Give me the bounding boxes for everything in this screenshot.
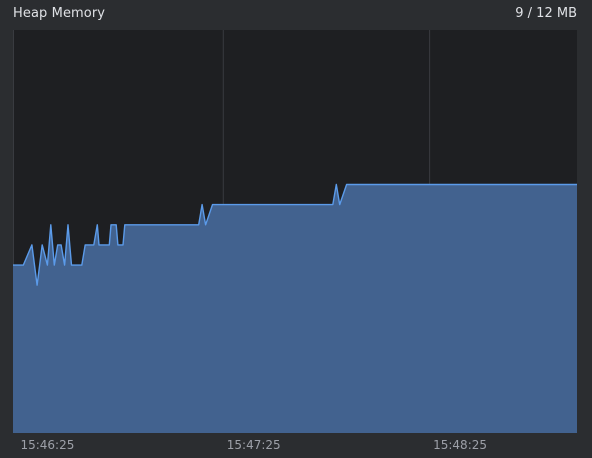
x-tick-label: 15:48:25 xyxy=(433,438,487,452)
panel-title: Heap Memory xyxy=(13,6,106,21)
x-tick-label: 15:47:25 xyxy=(227,438,281,452)
heap-usage-line xyxy=(13,183,577,286)
x-tick-label: 15:46:25 xyxy=(20,438,74,452)
heap-usage-readout: 9 / 12 MB xyxy=(515,6,577,21)
panel-header: Heap Memory 9 / 12 MB xyxy=(0,0,592,30)
heap-usage-area xyxy=(13,184,577,433)
